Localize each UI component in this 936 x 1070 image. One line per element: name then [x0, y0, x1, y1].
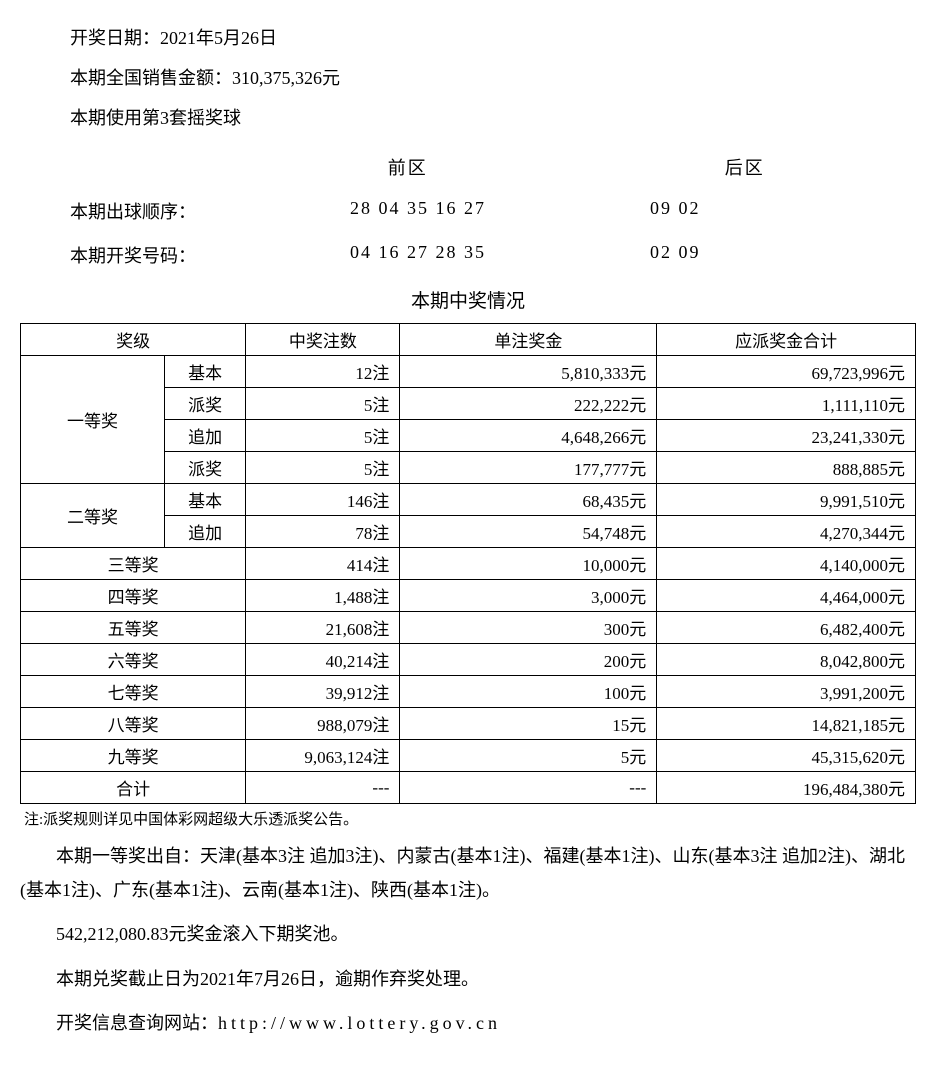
unit: 3,000元 — [400, 580, 657, 612]
numbers-section: 前区 后区 本期出球顺序： 28 04 35 16 27 09 02 本期开奖号… — [70, 154, 916, 268]
col-total: 应派奖金合计 — [657, 324, 916, 356]
table-row: 五等奖 21,608注 300元 6,482,400元 — [21, 612, 916, 644]
total: 14,821,185元 — [657, 708, 916, 740]
sub: 派奖 — [164, 452, 245, 484]
count: 12注 — [246, 356, 400, 388]
table-row: 七等奖 39,912注 100元 3,991,200元 — [21, 676, 916, 708]
level-1: 一等奖 — [21, 356, 165, 484]
body-paragraphs: 本期一等奖出自：天津(基本3注 追加3注)、内蒙古(基本1注)、福建(基本1注)… — [20, 839, 916, 1040]
total: 69,723,996元 — [657, 356, 916, 388]
unit: 15元 — [400, 708, 657, 740]
header-info: 开奖日期：2021年5月26日 本期全国销售金额：310,375,326元 本期… — [70, 20, 916, 136]
unit: --- — [400, 772, 657, 804]
total: 9,991,510元 — [657, 484, 916, 516]
winning-numbers-label: 本期开奖号码： — [70, 242, 350, 268]
back-area-header: 后区 — [675, 154, 916, 180]
level-name: 四等奖 — [21, 580, 246, 612]
winning-numbers-front: 04 16 27 28 35 — [350, 242, 650, 268]
total: 4,140,000元 — [657, 548, 916, 580]
table-row-total: 合计 --- --- 196,484,380元 — [21, 772, 916, 804]
level-name: 五等奖 — [21, 612, 246, 644]
total-label: 合计 — [21, 772, 246, 804]
rollover: 542,212,080.83元奖金滚入下期奖池。 — [20, 917, 916, 951]
col-count: 中奖注数 — [246, 324, 400, 356]
count: 5注 — [246, 420, 400, 452]
count: 988,079注 — [246, 708, 400, 740]
table-row: 四等奖 1,488注 3,000元 4,464,000元 — [21, 580, 916, 612]
count: 21,608注 — [246, 612, 400, 644]
total: 4,464,000元 — [657, 580, 916, 612]
table-row: 二等奖 基本 146注 68,435元 9,991,510元 — [21, 484, 916, 516]
total: 3,991,200元 — [657, 676, 916, 708]
total: 8,042,800元 — [657, 644, 916, 676]
level-name: 九等奖 — [21, 740, 246, 772]
count: --- — [246, 772, 400, 804]
count: 39,912注 — [246, 676, 400, 708]
sub: 派奖 — [164, 388, 245, 420]
unit: 54,748元 — [400, 516, 657, 548]
level-2: 二等奖 — [21, 484, 165, 548]
total: 23,241,330元 — [657, 420, 916, 452]
prize-table: 奖级 中奖注数 单注奖金 应派奖金合计 一等奖 基本 12注 5,810,333… — [20, 323, 916, 804]
sales-amount: 本期全国销售金额：310,375,326元 — [70, 60, 916, 96]
draw-order-label: 本期出球顺序： — [70, 198, 350, 224]
table-row: 三等奖 414注 10,000元 4,140,000元 — [21, 548, 916, 580]
unit: 4,648,266元 — [400, 420, 657, 452]
level-name: 七等奖 — [21, 676, 246, 708]
total: 196,484,380元 — [657, 772, 916, 804]
count: 1,488注 — [246, 580, 400, 612]
unit: 5元 — [400, 740, 657, 772]
count: 5注 — [246, 388, 400, 420]
front-area-header: 前区 — [338, 154, 675, 180]
total: 888,885元 — [657, 452, 916, 484]
unit: 300元 — [400, 612, 657, 644]
level-name: 八等奖 — [21, 708, 246, 740]
sub: 追加 — [164, 516, 245, 548]
unit: 100元 — [400, 676, 657, 708]
unit: 222,222元 — [400, 388, 657, 420]
footnote: 注:派奖规则详见中国体彩网超级大乐透派奖公告。 — [24, 808, 916, 829]
winning-numbers-back: 02 09 — [650, 242, 850, 268]
unit: 5,810,333元 — [400, 356, 657, 388]
count: 414注 — [246, 548, 400, 580]
table-row: 六等奖 40,214注 200元 8,042,800元 — [21, 644, 916, 676]
count: 40,214注 — [246, 644, 400, 676]
lottery-url: http://www.lottery.gov.cn — [218, 1013, 501, 1033]
total: 4,270,344元 — [657, 516, 916, 548]
total: 45,315,620元 — [657, 740, 916, 772]
count: 9,063,124注 — [246, 740, 400, 772]
level-name: 三等奖 — [21, 548, 246, 580]
table-title: 本期中奖情况 — [20, 286, 916, 313]
unit: 177,777元 — [400, 452, 657, 484]
total: 6,482,400元 — [657, 612, 916, 644]
unit: 68,435元 — [400, 484, 657, 516]
table-row: 八等奖 988,079注 15元 14,821,185元 — [21, 708, 916, 740]
info-url-line: 开奖信息查询网站：http://www.lottery.gov.cn — [20, 1006, 916, 1040]
ballset: 本期使用第3套摇奖球 — [70, 100, 916, 136]
col-level: 奖级 — [21, 324, 246, 356]
count: 78注 — [246, 516, 400, 548]
table-header-row: 奖级 中奖注数 单注奖金 应派奖金合计 — [21, 324, 916, 356]
table-row: 一等奖 基本 12注 5,810,333元 69,723,996元 — [21, 356, 916, 388]
draw-order-front: 28 04 35 16 27 — [350, 198, 650, 224]
claim-deadline: 本期兑奖截止日为2021年7月26日，逾期作弃奖处理。 — [20, 962, 916, 996]
sub: 基本 — [164, 356, 245, 388]
winners-locations: 本期一等奖出自：天津(基本3注 追加3注)、内蒙古(基本1注)、福建(基本1注)… — [20, 846, 905, 900]
unit: 200元 — [400, 644, 657, 676]
table-row: 九等奖 9,063,124注 5元 45,315,620元 — [21, 740, 916, 772]
sub: 追加 — [164, 420, 245, 452]
draw-date: 开奖日期：2021年5月26日 — [70, 20, 916, 56]
sub: 基本 — [164, 484, 245, 516]
unit: 10,000元 — [400, 548, 657, 580]
count: 5注 — [246, 452, 400, 484]
level-name: 六等奖 — [21, 644, 246, 676]
col-unit: 单注奖金 — [400, 324, 657, 356]
total: 1,111,110元 — [657, 388, 916, 420]
count: 146注 — [246, 484, 400, 516]
draw-order-back: 09 02 — [650, 198, 850, 224]
